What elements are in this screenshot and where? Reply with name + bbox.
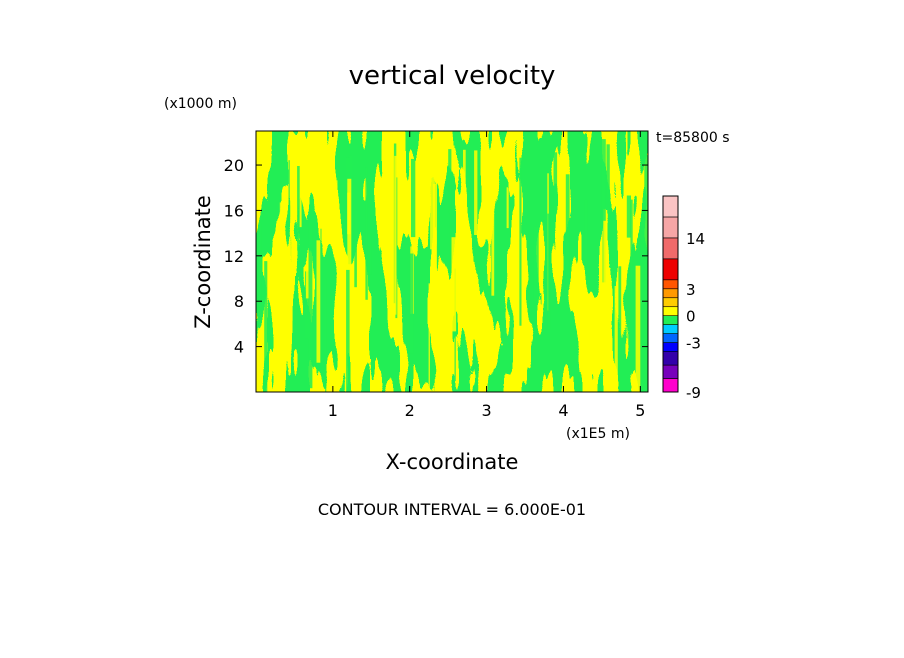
field-streak <box>463 149 466 306</box>
field-streak <box>644 155 648 280</box>
field-streak <box>411 158 416 238</box>
field-streak <box>347 178 352 336</box>
field-streak <box>346 269 350 392</box>
field-streak <box>305 264 310 299</box>
field-streak <box>491 190 495 296</box>
x-unit-label: (x1E5 m) <box>566 426 630 442</box>
y-tick-label: 20 <box>224 156 244 175</box>
field-streak <box>320 228 322 271</box>
colorbar-level <box>662 306 679 317</box>
colorbar-level <box>662 288 679 299</box>
field-streak <box>291 195 293 321</box>
field-streak <box>325 278 327 392</box>
field-streak <box>279 202 284 310</box>
field-streak <box>584 199 588 267</box>
field-streak <box>630 199 633 299</box>
y-unit-label: (x1000 m) <box>164 96 237 112</box>
colorbar-level <box>662 333 679 343</box>
x-tick-label: 2 <box>405 401 415 420</box>
plot-frame <box>255 130 649 393</box>
colorbar-level <box>662 279 679 290</box>
field-streak <box>506 187 509 229</box>
colorbar-level <box>662 297 679 308</box>
field-streak <box>603 208 606 338</box>
colorbar-level <box>662 258 679 281</box>
colorbar-level <box>662 364 679 379</box>
colorbar-level <box>662 237 679 260</box>
colorbar-level <box>662 216 679 239</box>
colorbar-tick-label: 14 <box>686 230 705 248</box>
field-streak <box>430 160 435 250</box>
field-streak <box>346 157 351 193</box>
field-streak <box>297 166 300 251</box>
field-streak <box>519 157 522 326</box>
field-streak <box>565 174 570 287</box>
field-streak <box>626 195 631 238</box>
colorbar-level <box>662 195 679 218</box>
heatmap-field <box>256 131 648 392</box>
y-tick-label: 4 <box>234 338 244 357</box>
y-tick-label: 12 <box>224 247 244 266</box>
x-tick-label: 5 <box>635 401 645 420</box>
colorbar-level <box>662 324 679 334</box>
field-streak <box>409 253 414 354</box>
field-streak <box>308 223 313 389</box>
x-tick-label: 4 <box>558 401 568 420</box>
field-streak <box>367 234 372 275</box>
field-streak <box>618 266 622 359</box>
colorbar-tick-label: 3 <box>686 281 696 299</box>
field-streak <box>428 283 430 391</box>
field-streak <box>533 226 539 304</box>
chart-title: vertical velocity <box>349 61 556 91</box>
colorbar <box>662 195 679 393</box>
field-streak <box>298 195 302 228</box>
colorbar-tick-label: 0 <box>686 308 696 326</box>
y-tick-label: 16 <box>224 201 244 220</box>
field-streak <box>449 174 451 274</box>
field-streak <box>334 180 338 214</box>
colorbar-level <box>662 342 679 352</box>
field-streak <box>354 210 357 288</box>
field-streak <box>553 152 558 214</box>
field-streak <box>606 144 610 198</box>
field-streak <box>365 167 368 300</box>
field-streaks <box>258 139 648 392</box>
field-streak <box>601 139 606 221</box>
field-streak <box>473 181 475 262</box>
field-streak <box>394 155 397 315</box>
field-streak <box>433 183 437 345</box>
field-streak <box>635 265 641 392</box>
x-axis-ticks: 1 2 3 4 5 <box>328 131 645 420</box>
field-streak <box>288 160 290 233</box>
field-streak <box>644 267 648 380</box>
y-axis-ticks: 4 8 12 16 20 <box>224 156 648 357</box>
colorbar-level <box>662 378 679 393</box>
y-axis-label: Z-coordinate <box>191 195 215 329</box>
field-streak <box>457 191 459 248</box>
x-axis-label: X-coordinate <box>386 450 519 474</box>
colorbar-level <box>662 351 679 366</box>
colorbar-level <box>662 315 679 325</box>
contour-interval: CONTOUR INTERVAL = 6.000E-01 <box>318 500 586 519</box>
x-tick-label: 1 <box>328 401 338 420</box>
field-streak <box>316 240 321 363</box>
time-label: t=85800 s <box>656 130 730 146</box>
field-streak <box>264 261 268 392</box>
field-streak <box>258 222 262 315</box>
field-streak <box>474 150 478 235</box>
field-streak <box>547 213 551 329</box>
colorbar-tick-label: -9 <box>686 384 701 402</box>
colorbar-ticks: 14 3 0 -3 -9 <box>686 230 705 402</box>
colorbar-tick-label: -3 <box>686 335 701 353</box>
field-streak <box>305 271 310 339</box>
colorbar-frame <box>662 195 679 393</box>
field-streak <box>290 190 292 350</box>
field-streak <box>614 286 618 392</box>
field-streak <box>451 237 457 332</box>
x-tick-label: 3 <box>481 401 491 420</box>
y-tick-label: 8 <box>234 292 244 311</box>
